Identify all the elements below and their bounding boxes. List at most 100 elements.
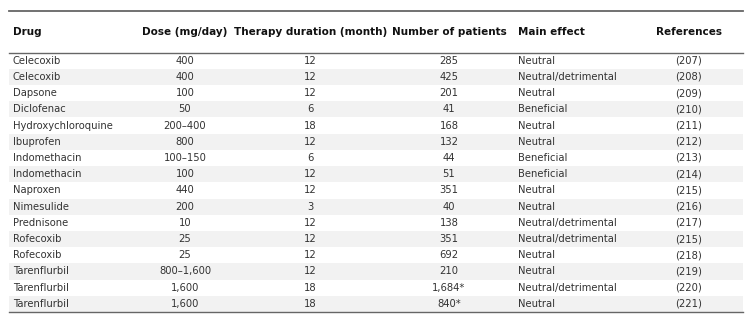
Text: 400: 400	[175, 56, 194, 66]
Text: (214): (214)	[675, 169, 702, 179]
Bar	[9, 166, 743, 182]
Text: Neutral/detrimental: Neutral/detrimental	[518, 72, 617, 82]
Text: Neutral: Neutral	[518, 299, 556, 309]
Text: (216): (216)	[675, 202, 702, 212]
Text: Main effect: Main effect	[518, 27, 585, 37]
Text: (218): (218)	[675, 250, 702, 260]
Text: (211): (211)	[675, 120, 702, 130]
Bar	[9, 134, 743, 150]
Text: Therapy duration (month): Therapy duration (month)	[234, 27, 387, 37]
Text: 44: 44	[443, 153, 455, 163]
Text: 12: 12	[304, 72, 317, 82]
Text: 138: 138	[440, 218, 459, 228]
Text: References: References	[656, 27, 722, 37]
Text: Neutral: Neutral	[518, 202, 556, 212]
Text: Tarenflurbil: Tarenflurbil	[13, 266, 68, 276]
Text: Neutral/detrimental: Neutral/detrimental	[518, 234, 617, 244]
Text: Neutral/detrimental: Neutral/detrimental	[518, 283, 617, 293]
Text: 1,684*: 1,684*	[432, 283, 465, 293]
Text: (217): (217)	[675, 218, 702, 228]
Text: Rofecoxib: Rofecoxib	[13, 250, 61, 260]
Text: 201: 201	[440, 88, 459, 98]
Text: 440: 440	[175, 185, 194, 195]
Text: Celecoxib: Celecoxib	[13, 72, 61, 82]
Text: 41: 41	[443, 104, 456, 114]
Text: (220): (220)	[675, 283, 702, 293]
Text: 1,600: 1,600	[171, 283, 199, 293]
Text: Tarenflurbil: Tarenflurbil	[13, 299, 68, 309]
Text: 800: 800	[175, 137, 194, 147]
Text: 400: 400	[175, 72, 194, 82]
Text: 200: 200	[175, 202, 194, 212]
Bar	[9, 101, 743, 118]
Text: Diclofenac: Diclofenac	[13, 104, 65, 114]
Text: Beneficial: Beneficial	[518, 153, 568, 163]
Text: 12: 12	[304, 234, 317, 244]
Bar	[9, 296, 743, 312]
Text: Beneficial: Beneficial	[518, 169, 568, 179]
Text: 12: 12	[304, 218, 317, 228]
Text: (212): (212)	[675, 137, 702, 147]
Text: Number of patients: Number of patients	[392, 27, 506, 37]
Text: Dose (mg/day): Dose (mg/day)	[142, 27, 228, 37]
Text: Dapsone: Dapsone	[13, 88, 56, 98]
Text: Neutral: Neutral	[518, 88, 556, 98]
Text: Prednisone: Prednisone	[13, 218, 68, 228]
Text: 50: 50	[179, 104, 191, 114]
Text: 40: 40	[443, 202, 455, 212]
Text: 132: 132	[440, 137, 459, 147]
Text: 6: 6	[308, 153, 314, 163]
Text: 12: 12	[304, 266, 317, 276]
Text: 425: 425	[440, 72, 459, 82]
Text: 100: 100	[175, 88, 194, 98]
Text: Hydroxychloroquine: Hydroxychloroquine	[13, 120, 113, 130]
Text: 800–1,600: 800–1,600	[159, 266, 211, 276]
Text: (221): (221)	[675, 299, 702, 309]
Text: 12: 12	[304, 56, 317, 66]
Text: 25: 25	[178, 250, 191, 260]
Text: Beneficial: Beneficial	[518, 104, 568, 114]
Text: Tarenflurbil: Tarenflurbil	[13, 283, 68, 293]
Text: Naproxen: Naproxen	[13, 185, 60, 195]
Text: Ibuprofen: Ibuprofen	[13, 137, 60, 147]
Text: 351: 351	[440, 185, 459, 195]
Text: 692: 692	[439, 250, 459, 260]
Text: Neutral: Neutral	[518, 185, 556, 195]
Text: (215): (215)	[675, 234, 702, 244]
Text: 18: 18	[304, 299, 317, 309]
Text: 18: 18	[304, 283, 317, 293]
Text: Neutral: Neutral	[518, 266, 556, 276]
Text: (210): (210)	[675, 104, 702, 114]
Text: 100–150: 100–150	[163, 153, 206, 163]
Text: (207): (207)	[675, 56, 702, 66]
Text: 3: 3	[308, 202, 314, 212]
Text: 168: 168	[440, 120, 459, 130]
Text: 285: 285	[440, 56, 459, 66]
Text: Neutral/detrimental: Neutral/detrimental	[518, 218, 617, 228]
Text: Neutral: Neutral	[518, 120, 556, 130]
Text: Indomethacin: Indomethacin	[13, 169, 81, 179]
Text: (208): (208)	[675, 72, 702, 82]
Text: 12: 12	[304, 185, 317, 195]
Text: 351: 351	[440, 234, 459, 244]
Text: 840*: 840*	[437, 299, 461, 309]
Bar	[9, 69, 743, 85]
Text: 210: 210	[440, 266, 459, 276]
Text: Celecoxib: Celecoxib	[13, 56, 61, 66]
Text: 6: 6	[308, 104, 314, 114]
Text: Drug: Drug	[13, 27, 41, 37]
Text: 25: 25	[178, 234, 191, 244]
Text: (213): (213)	[675, 153, 702, 163]
Bar	[9, 263, 743, 280]
Text: Neutral: Neutral	[518, 56, 556, 66]
Text: 12: 12	[304, 137, 317, 147]
Bar	[9, 231, 743, 247]
Bar	[9, 199, 743, 215]
Text: Neutral: Neutral	[518, 250, 556, 260]
Text: Indomethacin: Indomethacin	[13, 153, 81, 163]
Text: 100: 100	[175, 169, 194, 179]
Text: Rofecoxib: Rofecoxib	[13, 234, 61, 244]
Text: (215): (215)	[675, 185, 702, 195]
Text: 51: 51	[443, 169, 456, 179]
Text: 12: 12	[304, 169, 317, 179]
